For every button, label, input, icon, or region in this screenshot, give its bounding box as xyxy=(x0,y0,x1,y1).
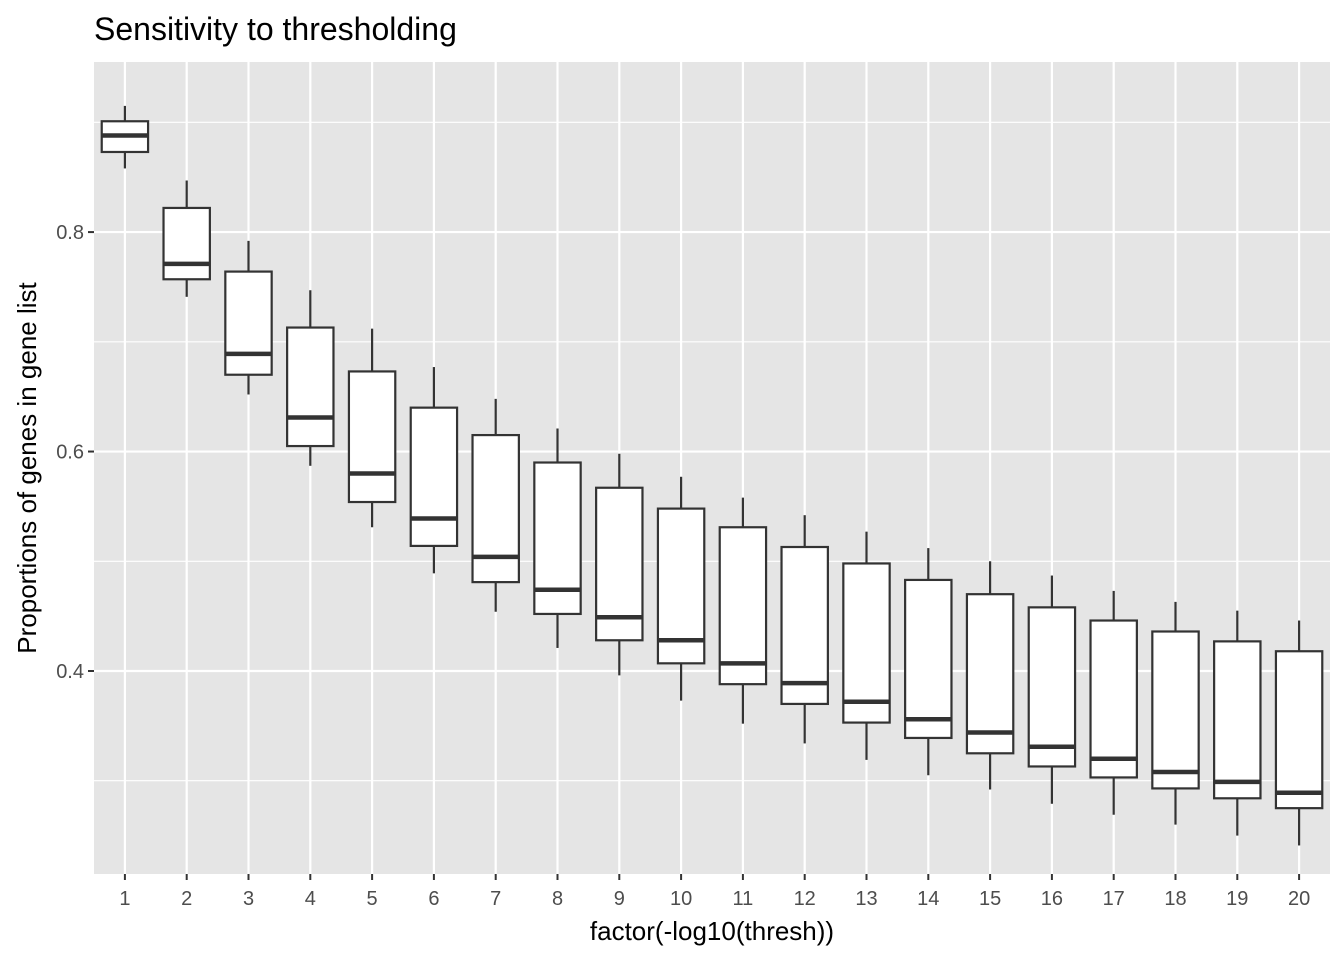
y-axis-title: Proportions of genes in gene list xyxy=(12,281,42,653)
iqr-box xyxy=(1274,650,1324,810)
box-2 xyxy=(162,180,211,297)
y-tick-label: 0.6 xyxy=(56,442,84,464)
box-13 xyxy=(842,531,891,760)
iqr-box xyxy=(595,486,644,642)
box-6 xyxy=(409,367,459,574)
box-10 xyxy=(656,476,706,701)
iqr-box xyxy=(656,507,706,665)
boxes-layer xyxy=(100,105,1324,846)
iqr-box xyxy=(409,406,459,548)
x-tick-label: 17 xyxy=(1103,888,1125,910)
iqr-box xyxy=(224,270,273,376)
x-tick-label: 9 xyxy=(614,888,625,910)
y-tick-label: 0.8 xyxy=(56,222,84,244)
iqr-box xyxy=(1089,619,1138,779)
x-tick-label: 12 xyxy=(794,888,816,910)
x-tick-label: 18 xyxy=(1164,888,1186,910)
box-7 xyxy=(471,398,520,612)
iqr-box xyxy=(286,326,335,448)
box-20 xyxy=(1274,620,1324,846)
x-tick-label: 4 xyxy=(305,888,316,910)
x-tick-label: 19 xyxy=(1226,888,1248,910)
x-axis-title: factor(-log10(thresh)) xyxy=(590,916,834,946)
box-17 xyxy=(1089,590,1138,815)
iqr-box xyxy=(347,370,397,504)
iqr-box xyxy=(1151,630,1200,790)
plot-panel xyxy=(94,62,1330,874)
box-11 xyxy=(718,497,768,724)
x-tick-label: 16 xyxy=(1041,888,1063,910)
x-tick-label: 14 xyxy=(917,888,939,910)
box-15 xyxy=(965,561,1015,790)
iqr-box xyxy=(162,206,211,281)
iqr-box xyxy=(718,526,768,686)
iqr-box xyxy=(1213,640,1262,800)
x-axis: 1 2 3 4 5 6 7 8 9 10 11 12 13 14 15 16 17 18 19 20 xyxy=(119,874,1310,910)
x-tick-label: 15 xyxy=(979,888,1001,910)
box-19 xyxy=(1213,610,1262,836)
box-4 xyxy=(286,290,335,466)
x-tick-label: 1 xyxy=(119,888,130,910)
box-18 xyxy=(1151,601,1200,825)
box-12 xyxy=(780,515,829,744)
x-tick-label: 20 xyxy=(1288,888,1310,910)
y-tick-label: 0.4 xyxy=(56,661,84,683)
box-16 xyxy=(1027,575,1077,804)
x-tick-label: 13 xyxy=(855,888,877,910)
x-tick-label: 11 xyxy=(733,888,754,910)
x-tick-label: 7 xyxy=(490,888,501,910)
y-axis: 0.4 0.6 0.8 xyxy=(56,222,94,683)
iqr-box xyxy=(1027,606,1077,768)
box-1 xyxy=(100,105,150,169)
iqr-box xyxy=(965,593,1015,755)
x-tick-label: 8 xyxy=(552,888,563,910)
chart-title: Sensitivity to thresholding xyxy=(94,11,457,47)
box-8 xyxy=(533,428,582,648)
x-tick-label: 5 xyxy=(367,888,378,910)
x-tick-label: 10 xyxy=(670,888,692,910)
x-tick-label: 2 xyxy=(181,888,192,910)
iqr-box xyxy=(780,545,829,706)
box-9 xyxy=(595,453,644,676)
box-3 xyxy=(224,240,273,395)
iqr-box xyxy=(471,433,520,584)
iqr-box xyxy=(904,578,953,740)
iqr-box xyxy=(842,562,891,724)
x-tick-label: 3 xyxy=(243,888,254,910)
box-14 xyxy=(904,548,953,776)
box-5 xyxy=(347,328,397,528)
x-tick-label: 6 xyxy=(428,888,439,910)
